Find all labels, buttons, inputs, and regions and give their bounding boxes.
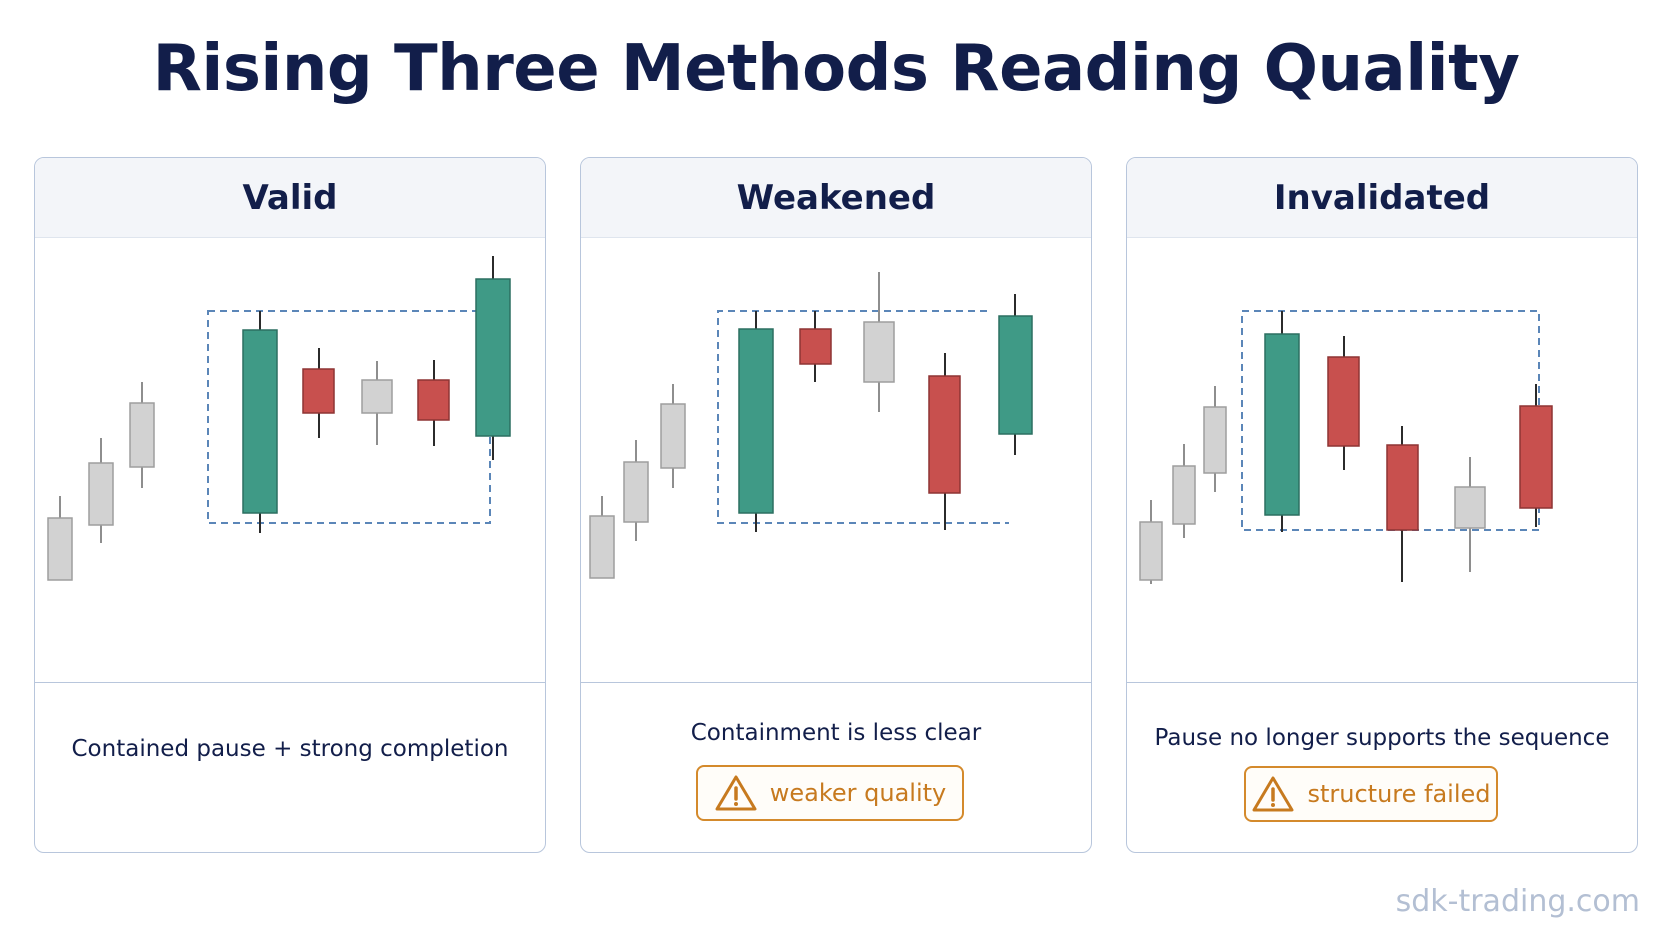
- candle-pause-3: [928, 353, 961, 530]
- chart-svg: [589, 272, 1033, 579]
- candle-final-bullish: [998, 294, 1033, 455]
- candle-pause-1: [799, 311, 832, 382]
- panel-caption: Containment is less clear: [690, 720, 982, 746]
- candle-first-bullish: [242, 311, 278, 533]
- candle-pause-3: [417, 360, 450, 446]
- candle-pause-2: [863, 272, 895, 412]
- candle-trend-2: [1172, 444, 1196, 538]
- panel-heading: Invalidated: [1127, 158, 1637, 238]
- panel-divider: [1127, 682, 1637, 683]
- candle-pause-2: [1386, 426, 1419, 582]
- page-title: Rising Three Methods Reading Quality: [152, 32, 1520, 106]
- panel-caption: Contained pause + strong completion: [71, 736, 509, 762]
- panel-heading: Weakened: [581, 158, 1091, 238]
- warning-icon: [1252, 776, 1294, 812]
- panel-divider: [581, 682, 1091, 683]
- candlestick-chart: [1127, 238, 1637, 842]
- candle-trend-3: [660, 384, 686, 488]
- candle-pause-1: [1327, 336, 1360, 470]
- candle-trend-3: [1203, 386, 1227, 492]
- warning-badge: structure failed: [1244, 766, 1498, 822]
- panel-weakened: Weakened: [580, 157, 1092, 853]
- panel-divider: [35, 682, 545, 683]
- badge-label: weaker quality: [769, 779, 947, 807]
- candle-trend-2: [623, 440, 649, 541]
- candle-trend-1: [47, 496, 73, 581]
- panel-valid: Valid: [34, 157, 546, 853]
- candle-trend-1: [1139, 500, 1163, 584]
- warning-icon: [715, 775, 757, 811]
- candle-pause-1: [302, 348, 335, 438]
- candle-first-bullish: [738, 311, 774, 532]
- candle-pause-2: [361, 361, 393, 445]
- chart-svg: [1139, 310, 1553, 584]
- candle-final-bullish: [475, 256, 511, 460]
- candlestick-chart: [581, 238, 1091, 842]
- candlestick-chart: [35, 238, 545, 842]
- panel-heading: Valid: [35, 158, 545, 238]
- containment-box: [717, 310, 1009, 524]
- candle-pause-3: [1454, 457, 1486, 572]
- panel-caption: Pause no longer supports the sequence: [1154, 725, 1610, 751]
- warning-badge: weaker quality: [696, 765, 964, 821]
- chart-svg: [47, 256, 511, 581]
- panel-invalidated: Invalidated: [1126, 157, 1638, 853]
- candle-final-bearish: [1519, 384, 1553, 527]
- candle-first-bullish: [1264, 311, 1300, 532]
- badge-label: structure failed: [1307, 780, 1491, 808]
- candle-trend-1: [589, 496, 615, 579]
- candle-trend-3: [129, 382, 155, 488]
- watermark: sdk-trading.com: [1395, 884, 1640, 919]
- candle-trend-2: [88, 438, 114, 543]
